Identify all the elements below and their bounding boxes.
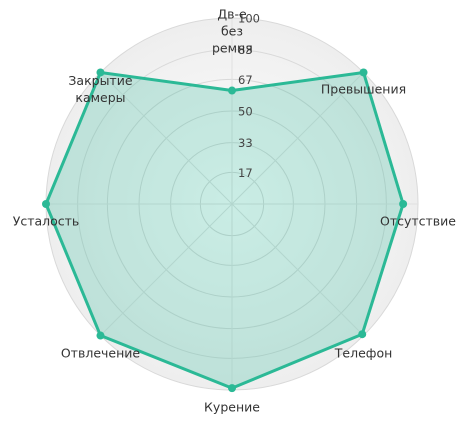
r-tick-label: 33: [238, 136, 253, 150]
grid-spoke: [100, 72, 233, 205]
radar-point: [228, 86, 236, 95]
grid-spoke: [231, 203, 364, 336]
radar-point: [359, 68, 368, 77]
r-tick-label: 17: [238, 166, 253, 180]
radar-point: [42, 200, 50, 208]
radar-point: [228, 384, 236, 393]
axis-label: Усталость: [12, 213, 80, 229]
axis-label: Закрытие камеры: [68, 73, 133, 106]
r-tick-label: 67: [238, 73, 253, 87]
axis-label: Отсутствие: [379, 213, 456, 229]
radar-point: [358, 330, 367, 339]
r-tick-label: 83: [238, 43, 253, 57]
radar-point: [96, 68, 105, 77]
radar-point: [96, 331, 105, 340]
r-tick-label: 100: [238, 12, 260, 26]
r-tick-label: 50: [238, 105, 253, 119]
axis-label: Дв-е без ремня: [212, 6, 253, 56]
axis-label: Телефон: [334, 345, 393, 361]
axis-label: Курение: [204, 399, 260, 415]
radar-area: [44, 70, 405, 390]
axis-label: Отвлечение: [60, 345, 141, 361]
radar-point: [399, 200, 408, 208]
grid-spoke: [100, 203, 233, 336]
grid-spoke: [231, 72, 364, 205]
axis-label: Превышения: [320, 81, 407, 97]
